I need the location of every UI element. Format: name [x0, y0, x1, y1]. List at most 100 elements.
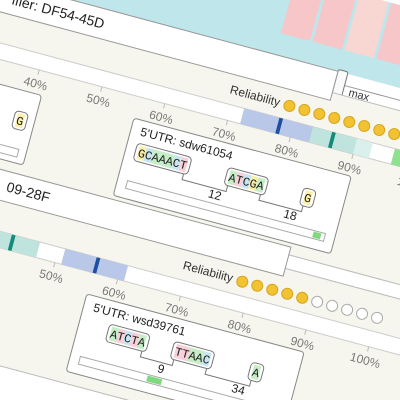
axis-tick-label: 80%: [273, 141, 300, 161]
track-block: [61, 248, 97, 273]
axis-tick-label: 100%: [396, 174, 400, 196]
letter-bg: [173, 343, 184, 360]
axis-tick-label: 90%: [336, 158, 363, 178]
axis-tick: [367, 346, 370, 352]
letter-bg: [108, 326, 120, 342]
track-block: [390, 148, 400, 168]
axis-tick: [162, 103, 166, 109]
progress-bar: [77, 355, 280, 400]
letter-bg: [255, 177, 266, 193]
header-box: [0, 0, 339, 101]
letter-bg: [129, 332, 141, 348]
header-box: [0, 148, 292, 277]
axis-tick: [178, 296, 181, 302]
letter-bg: [178, 156, 189, 173]
reliability-dot: [326, 299, 339, 312]
axis-tick: [288, 137, 291, 143]
letter-bg: [164, 153, 175, 169]
axis-tick-label: 50%: [38, 266, 65, 286]
gap-connector: [181, 173, 229, 193]
letter-bg: [248, 175, 259, 191]
reliability-dot: [298, 103, 311, 116]
reliability-dot: [358, 119, 371, 132]
reliability-dot: [356, 307, 369, 320]
track-block: [92, 257, 101, 274]
sequence-track: [0, 206, 400, 368]
reliability-dot: [251, 279, 264, 292]
chip-text: G: [14, 114, 25, 129]
axis-tick-label: 80%: [226, 317, 253, 337]
track-block: [353, 138, 373, 159]
axis-tick-label: 70%: [163, 300, 190, 320]
axis-tick: [100, 86, 103, 92]
axis-tick: [351, 153, 354, 160]
axis-tick-label: 60%: [148, 107, 175, 127]
letter-bg: [14, 113, 26, 129]
track-block: [309, 126, 333, 148]
axis-tick-label: 40%: [22, 74, 49, 94]
reliability-dot: [296, 291, 309, 304]
panel: ifier: DF54-45DReliability40%50%60%70%80…: [0, 0, 400, 303]
top-block: [312, 0, 357, 50]
track-block: [327, 131, 336, 149]
gap-connector: [204, 368, 252, 387]
axis-tick-label: 70%: [210, 124, 237, 144]
letter-bg: [136, 334, 148, 350]
letter-bg: [187, 347, 198, 364]
progress-bar: [0, 130, 20, 158]
reliability-dot: [373, 124, 386, 137]
reliability-dot: [281, 287, 294, 300]
axis-tick: [115, 279, 119, 285]
letter-bg: [180, 345, 191, 362]
track-block: [279, 118, 314, 143]
letter-bg: [136, 145, 147, 162]
reliability-dot: [371, 311, 384, 324]
axis-tick: [304, 329, 307, 335]
track-block: [240, 108, 280, 134]
gap-length: 34: [230, 381, 247, 398]
letter-bg: [302, 190, 314, 206]
reliability-dot: [343, 115, 356, 128]
reliability-dot: [311, 295, 324, 308]
letter-bg: [241, 173, 252, 190]
gap-length: 9: [156, 361, 166, 376]
reliability-dot: [341, 303, 354, 316]
track-block: [7, 234, 16, 251]
chip-text: G: [302, 191, 313, 206]
track-block: [275, 117, 284, 135]
panel: 09-28FReliability40%50%60%70%80%90%100%5…: [0, 148, 400, 400]
gap-connector: [139, 350, 175, 367]
letter-bg: [234, 171, 245, 188]
track-block: [11, 235, 41, 258]
gap-length: 12: [207, 186, 224, 203]
top-block: [344, 0, 389, 59]
letter-bg: [227, 169, 238, 186]
letter-bg: [122, 330, 134, 346]
axis-tick-label: 50%: [85, 91, 112, 111]
track-block: [96, 258, 129, 282]
axis-tick: [225, 120, 229, 126]
axis-tick: [53, 262, 56, 268]
letter-bg: [201, 351, 212, 367]
gap-length: 18: [282, 207, 299, 224]
letter-bg: [250, 364, 262, 381]
progress-bar: [124, 179, 327, 242]
top-block: [280, 0, 325, 42]
axis-tick-label: 90%: [289, 334, 316, 354]
track-block: [0, 223, 12, 250]
top-block: [376, 2, 400, 67]
letter-bg: [157, 151, 168, 167]
reliability-dot: [313, 107, 326, 120]
axis-tick: [37, 69, 40, 75]
reliability-dot: [328, 111, 341, 124]
axis-tick-label: 60%: [101, 283, 128, 303]
letter-bg: [143, 147, 154, 163]
reliability-dot: [283, 99, 296, 112]
letter-bg: [115, 328, 127, 344]
letter-bg: [171, 154, 182, 171]
axis-tick: [241, 312, 244, 318]
gap-connector: [258, 194, 304, 213]
slider-track: [334, 82, 400, 110]
